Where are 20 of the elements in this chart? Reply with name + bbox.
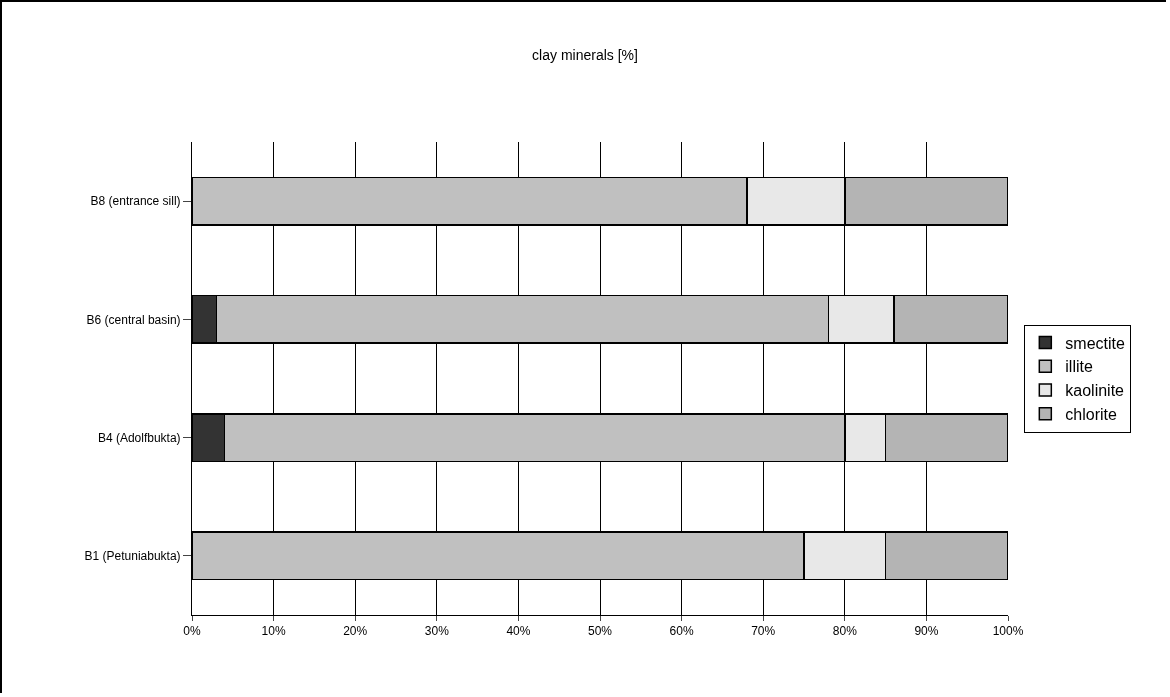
x-tick-label: 10%: [261, 624, 286, 639]
x-tick-label: 90%: [914, 624, 939, 639]
x-tick-label: 100%: [992, 624, 1024, 639]
x-tick-label: 50%: [587, 624, 613, 639]
x-tick-label: 40%: [506, 624, 531, 639]
chart-title: clay minerals [%]: [532, 47, 638, 64]
y-tick-label: B6 (central basin): [86, 312, 181, 327]
legend-label: kaolinite: [1065, 382, 1125, 400]
x-tick-label: 0%: [183, 624, 201, 639]
x-tick-label: 80%: [832, 624, 858, 639]
x-tick-label: 20%: [343, 624, 368, 639]
legend-label: illite: [1065, 358, 1093, 376]
legend-label: smectite: [1065, 334, 1125, 352]
legend-label: chlorite: [1065, 406, 1117, 424]
y-tick-label: B1 (Petuniabukta): [84, 549, 181, 564]
x-tick-label: 60%: [669, 624, 694, 639]
x-tick-label: 30%: [424, 624, 450, 639]
x-tick-label: 70%: [751, 624, 776, 639]
y-tick-label: B8 (entrance sill): [90, 194, 181, 209]
y-tick-label: B4 (Adolfbukta): [97, 430, 181, 445]
